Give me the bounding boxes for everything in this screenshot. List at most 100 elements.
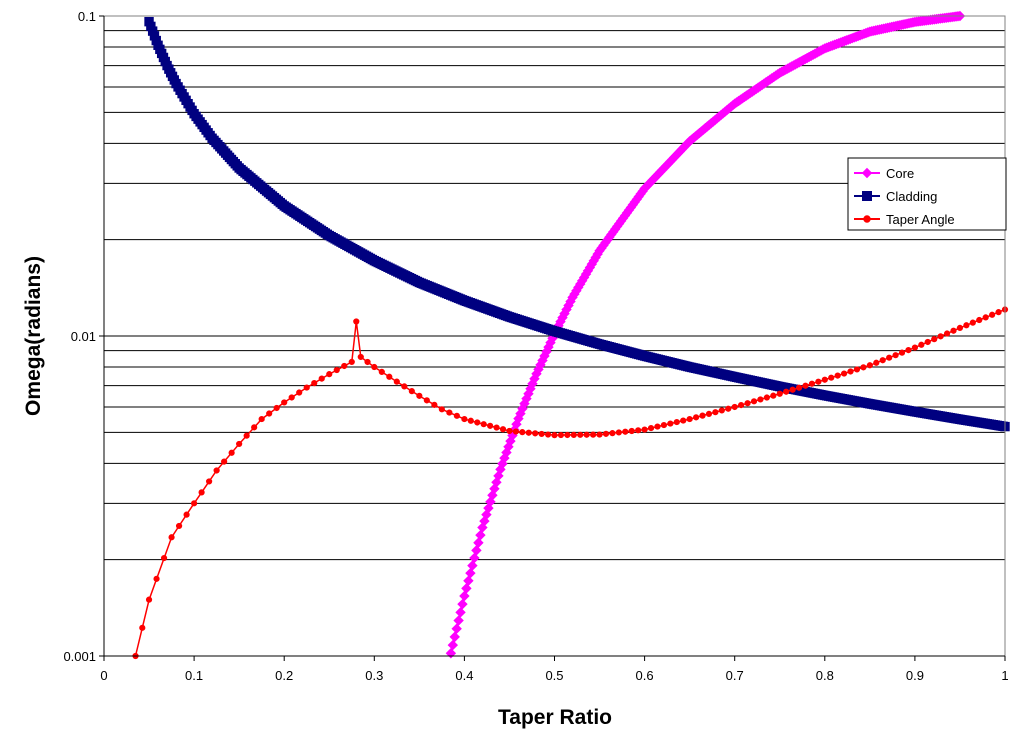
data-point	[471, 545, 482, 556]
data-point	[251, 424, 258, 431]
data-point	[873, 359, 880, 366]
data-point	[348, 358, 355, 365]
data-point	[538, 430, 545, 438]
data-point	[416, 392, 423, 399]
data-point	[447, 639, 459, 651]
legend-label: Taper Angle	[886, 212, 955, 227]
series-taper-angle	[132, 306, 1009, 660]
data-point	[898, 349, 906, 356]
data-point	[258, 415, 265, 423]
data-point	[296, 389, 303, 396]
data-point	[931, 336, 938, 343]
data-point	[770, 392, 777, 399]
data-point	[821, 376, 828, 383]
data-point	[445, 648, 457, 659]
data-point	[905, 347, 912, 354]
data-point	[866, 362, 873, 369]
data-point	[474, 419, 481, 426]
x-tick-label: 0.8	[816, 668, 834, 683]
x-tick-label: 0.1	[185, 668, 203, 683]
data-point	[783, 388, 790, 395]
data-point	[431, 401, 438, 408]
data-point	[654, 423, 661, 430]
y-tick-label: 0.001	[63, 649, 96, 664]
data-point	[692, 414, 700, 421]
data-point	[364, 358, 371, 366]
x-tick-label: 0.6	[636, 668, 654, 683]
data-point	[596, 431, 603, 438]
data-point	[802, 382, 809, 389]
data-point	[243, 432, 250, 439]
y-tick-label: 0.1	[78, 9, 96, 24]
legend-label: Core	[886, 166, 914, 181]
data-point	[570, 431, 577, 438]
data-point	[461, 583, 472, 594]
data-point	[465, 567, 476, 579]
x-tick-label: 0.9	[906, 668, 924, 683]
data-point	[937, 333, 944, 340]
data-point	[446, 409, 453, 416]
x-tick-label: 0.5	[545, 668, 563, 683]
data-point	[139, 624, 146, 631]
data-point	[686, 415, 693, 423]
data-point	[705, 410, 713, 418]
data-point	[423, 397, 430, 404]
data-point	[680, 417, 687, 424]
data-point	[673, 418, 680, 426]
x-tick-label: 0.4	[455, 668, 473, 683]
legend-item: Taper Angle	[854, 212, 955, 227]
data-point	[519, 429, 526, 436]
plot-area	[132, 10, 1010, 660]
data-point	[647, 424, 655, 432]
data-point	[303, 384, 310, 391]
legend-label: Cladding	[886, 189, 937, 204]
x-tick-label: 0.3	[365, 668, 383, 683]
data-point	[725, 405, 732, 412]
data-point	[469, 552, 480, 564]
data-point	[564, 431, 571, 439]
data-point	[615, 429, 622, 436]
data-point	[886, 354, 893, 361]
data-point	[408, 388, 415, 395]
data-point	[153, 575, 160, 582]
data-point	[956, 324, 964, 332]
data-point	[847, 368, 854, 375]
data-point	[281, 399, 288, 406]
data-point	[660, 421, 668, 429]
data-point	[160, 554, 168, 562]
data-point	[512, 428, 519, 435]
data-point	[544, 431, 552, 438]
data-point	[473, 537, 484, 548]
data-point	[795, 384, 803, 391]
data-point	[341, 362, 348, 370]
data-point	[326, 371, 333, 378]
data-point	[198, 489, 205, 496]
data-point	[718, 407, 725, 414]
data-point	[453, 412, 460, 419]
data-point	[551, 432, 558, 439]
data-point	[731, 403, 738, 411]
legend: Core Cladding Taper Angle	[847, 157, 1007, 231]
legend-marker	[861, 167, 873, 179]
data-point	[911, 344, 919, 351]
series-cladding	[144, 16, 1010, 432]
data-point	[667, 420, 674, 427]
data-point	[475, 529, 486, 541]
data-point	[236, 440, 243, 448]
data-point	[467, 417, 474, 424]
data-point	[183, 511, 190, 518]
data-point	[401, 383, 408, 390]
data-point	[493, 424, 500, 431]
data-point	[213, 467, 220, 474]
data-point	[461, 415, 468, 423]
data-point	[963, 322, 970, 329]
data-point	[371, 363, 378, 371]
data-point	[577, 431, 584, 438]
data-point	[206, 478, 213, 485]
data-point	[480, 421, 487, 428]
x-tick-label: 0.2	[275, 668, 293, 683]
data-point	[457, 598, 468, 610]
data-point	[499, 426, 507, 433]
